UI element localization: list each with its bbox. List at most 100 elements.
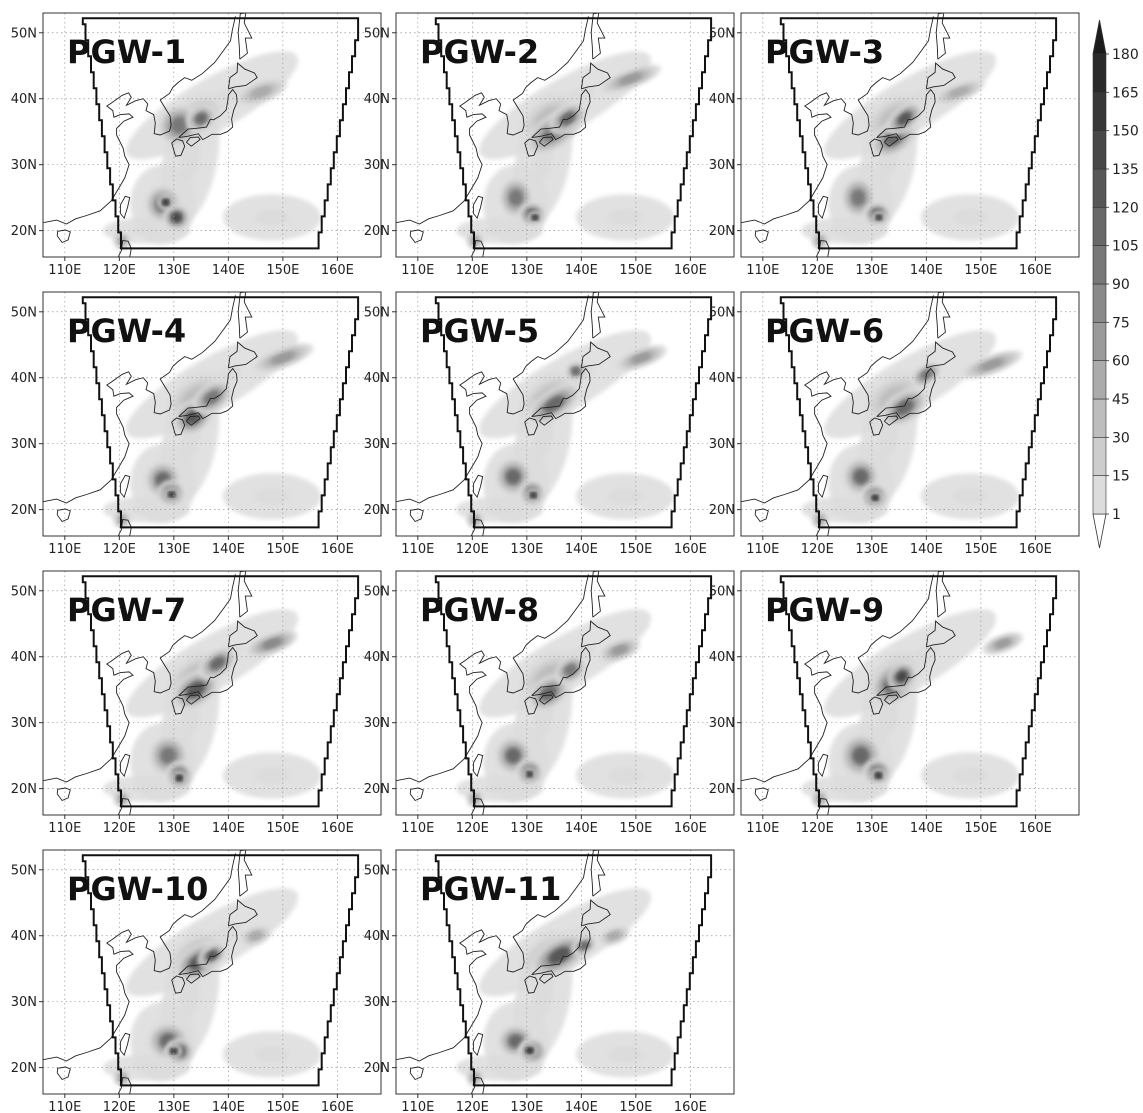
colorbar-swatch [1092,321,1107,361]
precip-contour [272,352,294,364]
colorbar-arrow-high [1092,19,1107,55]
gridlines [43,571,381,815]
colorbar-swatch [1092,245,1107,285]
coastline [580,620,611,648]
coastline [876,646,936,699]
precip-contour [607,209,643,226]
map-panel: 110E 120E 130E 140E 150E 160E 20N 30N 40N 50N PGW-… [11,291,382,557]
coastline [869,138,884,157]
lat-tick-label: 50N [11,305,37,320]
coastline [117,518,132,536]
lat-tick-label: 20N [11,782,37,797]
coastline [580,899,611,927]
panel-title: PGW-7 [67,591,186,629]
coastline [396,295,589,504]
lat-tick-label: 50N [364,863,390,878]
lat-tick-label: 30N [11,437,37,452]
precip-contour [952,209,988,226]
coastline [43,16,236,225]
coastline [178,925,238,978]
precip-contour [872,495,879,501]
coastline [884,415,899,426]
lat-tick-label: 20N [11,224,37,239]
precip-contour [952,767,988,784]
coastline [470,797,485,815]
lon-tick-label: 110E [48,821,81,836]
colorbar-label: 165 [1112,85,1139,101]
lon-tick-label: 130E [157,1100,190,1113]
map-panel: 110E 120E 130E 140E 150E 160E 20N 30N 40N 50N PGW-… [364,12,735,278]
precip-contour [526,771,533,777]
coastline [869,696,884,715]
precip-contour [254,767,290,784]
panel-title: PGW-3 [765,33,884,71]
panel-frame [395,291,735,537]
model-domain-boundary [81,854,360,1087]
lat-tick-label: 50N [364,305,390,320]
lon-tick-label: 160E [674,1100,707,1113]
model-domain-boundary [81,296,360,529]
coastline [43,574,236,783]
panel-title: PGW-2 [420,33,539,71]
lon-tick-label: 160E [321,263,354,278]
colorbar: 1 15 30 45 60 75 90 105 120 135 150 165 180 [1092,19,1139,549]
lat-tick-label: 50N [364,26,390,41]
lon-tick-label: 110E [401,263,434,278]
lat-tick-label: 50N [11,584,37,599]
precip-contour [530,492,537,498]
coastlines [43,571,258,815]
colorbar-swatch [1092,207,1107,246]
coastline [227,620,258,648]
lat-tick-label: 40N [11,371,37,386]
colorbar-swatch [1092,92,1107,131]
coastlines [741,571,956,815]
coastline [472,1032,484,1057]
precip-field [456,609,675,808]
precip-contour [981,359,1003,370]
precip-contour [549,947,570,964]
map-panel: 110E 120E 130E 140E 150E 160E 20N 30N 40N 50N PGW-… [709,291,1080,557]
lat-tick-label: 40N [709,92,735,107]
gridlines [43,850,381,1094]
map-panel: 110E 120E 130E 140E 150E 160E 20N 30N 40N 50N PGW-… [11,12,382,278]
lon-tick-label: 120E [103,821,136,836]
precip-contour [852,190,864,205]
colorbar-label: 180 [1112,47,1139,63]
coastline [227,62,258,90]
lon-tick-label: 140E [565,821,598,836]
lat-tick-label: 50N [11,26,37,41]
lon-tick-label: 120E [456,542,489,557]
precip-contour [896,400,913,415]
lon-tick-label: 150E [619,542,652,557]
lat-tick-label: 30N [709,716,735,731]
coastline [56,229,71,244]
coastline [815,518,830,536]
gridlines [43,13,381,257]
lon-tick-label: 140E [910,263,943,278]
map-panels: 110E 120E 130E 140E 150E 160E 20N 30N 40N 50N PGW-… [11,12,1080,1113]
coastline [884,694,899,705]
gridlines [741,13,1079,257]
lat-tick-label: 30N [364,995,390,1010]
lon-tick-label: 110E [746,821,779,836]
precip-field [456,330,675,529]
panel-title: PGW-11 [420,870,561,908]
precip-contour [509,1035,523,1048]
map-panel: 110E 120E 130E 140E 150E 160E 20N 30N 40N 50N PGW-… [364,849,735,1113]
coastline [876,367,936,420]
lat-tick-label: 30N [364,437,390,452]
precip-contour [532,215,538,220]
coastline [171,138,186,157]
coastline [741,574,934,783]
precip-field [801,330,1023,529]
lon-tick-label: 140E [910,821,943,836]
precip-contour [168,492,175,497]
lat-tick-label: 40N [364,371,390,386]
lon-tick-label: 120E [456,1100,489,1113]
lon-tick-label: 110E [48,263,81,278]
lon-tick-label: 150E [619,263,652,278]
gridlines [741,292,1079,536]
lon-tick-label: 110E [401,1100,434,1113]
precip-contour [560,112,575,125]
lon-tick-label: 150E [266,821,299,836]
